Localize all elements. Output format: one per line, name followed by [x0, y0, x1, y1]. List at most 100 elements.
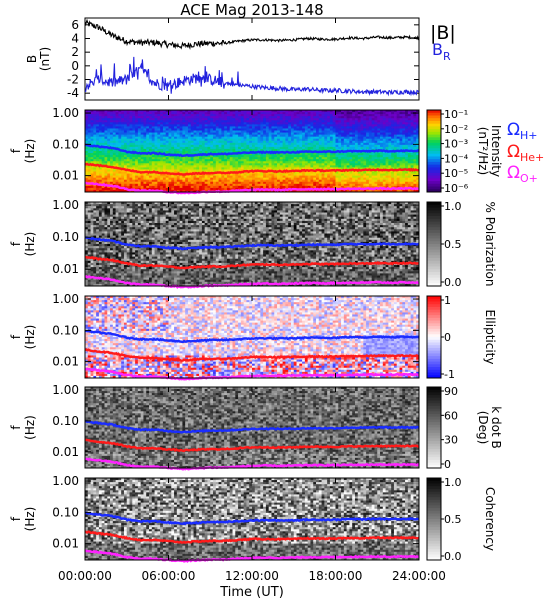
spectrogram-cell: [240, 181, 245, 185]
spectrogram-cell: [299, 134, 303, 138]
spectrogram-cell: [274, 114, 278, 117]
spectrogram-cell: [157, 112, 161, 115]
f-y-tick-label: 0.01: [52, 169, 79, 183]
spectrogram-cell: [221, 173, 225, 176]
spectrogram-cell: [310, 181, 314, 185]
spectrogram-cell: [185, 140, 189, 144]
spectrogram-cell: [146, 177, 150, 181]
spectrogram-cell: [240, 157, 245, 160]
spectrogram-cell: [179, 142, 183, 146]
spectrogram-cell: [341, 183, 345, 187]
spectrogram-cell: [118, 122, 122, 125]
spectrogram-cell: [240, 148, 245, 152]
spectrogram-cell: [98, 140, 103, 144]
spectrogram-cell: [157, 126, 161, 129]
spectrogram-cell: [201, 140, 206, 144]
spectrogram-cell: [279, 140, 284, 144]
spectrogram-cell: [165, 118, 169, 121]
spectrogram-cell: [162, 110, 167, 113]
spectrogram-cell: [215, 132, 219, 135]
spectrogram-cell: [187, 140, 192, 144]
spectrogram-cell: [171, 159, 175, 162]
spectrogram-cell: [221, 165, 225, 168]
spectrogram-cell: [224, 126, 228, 129]
spectrogram-cell: [110, 148, 114, 152]
spectrogram-cell: [338, 177, 342, 181]
spectrogram-cell: [110, 114, 114, 117]
spectrogram-cell: [196, 112, 200, 115]
spectrogram-cell: [316, 165, 320, 168]
spectrogram-cell: [93, 142, 97, 146]
panel-polarization: 1.000.100.01f(Hz)1.00.50.0% Polarization: [9, 198, 497, 289]
spectrogram-cell: [96, 159, 100, 162]
spectrogram-cell: [316, 159, 320, 162]
spectrogram-cell: [213, 179, 217, 183]
spectrogram-cell: [282, 132, 286, 135]
spectrogram-cell: [143, 138, 147, 142]
spectrogram-cell: [279, 114, 284, 117]
spectrogram-cell: [343, 179, 348, 183]
spectrogram-cell: [307, 118, 311, 121]
spectrogram-cell: [224, 128, 228, 131]
spectrogram-cell: [179, 157, 183, 160]
spectrogram-cell: [121, 118, 125, 121]
spectrogram-cell: [288, 144, 292, 148]
spectrogram-cell: [310, 112, 314, 115]
spectrogram-cell: [107, 114, 111, 117]
spectrogram-cell: [182, 183, 186, 187]
spectrogram-cell: [274, 146, 278, 150]
spectrogram-cell: [96, 165, 100, 168]
spectrogram-cell: [98, 185, 103, 189]
spectrogram-cell: [112, 153, 117, 156]
spectrogram-cell: [90, 155, 94, 158]
spectrogram-cell: [129, 175, 133, 179]
spectrogram-cell: [316, 161, 320, 164]
spectrogram-cell: [338, 165, 342, 168]
spectrogram-cell: [165, 151, 169, 154]
panel-intensity: 1.000.100.01f(Hz)10⁻¹10⁻²10⁻³10⁻⁴10⁻⁵10⁻…: [9, 106, 503, 195]
spectrogram-cell: [263, 148, 267, 152]
spectrogram-cell: [324, 167, 328, 170]
spectrogram-cell: [252, 110, 256, 113]
spectrogram-cell: [285, 122, 289, 125]
spectrogram-cell: [204, 124, 208, 127]
spectrogram-cell: [96, 118, 100, 121]
spectrogram-cell: [204, 155, 208, 158]
spectrogram-cell: [302, 173, 306, 176]
spectrogram-cell: [343, 130, 348, 133]
spectrogram-cell: [240, 155, 245, 158]
spectrogram-cell: [162, 122, 167, 125]
spectrogram-cell: [221, 177, 225, 181]
spectrogram-cell: [318, 116, 322, 119]
spectrogram-cell: [341, 126, 345, 129]
spectrogram-cell: [110, 177, 114, 181]
spectrogram-cell: [246, 134, 250, 138]
spectrogram-cell: [90, 114, 94, 117]
spectrogram-cell: [137, 110, 142, 113]
spectrogram-cell: [332, 171, 336, 174]
spectrogram-cell: [213, 130, 217, 133]
spectrogram-cell: [329, 138, 334, 142]
spectrogram-cell: [196, 165, 200, 168]
spectrogram-cell: [260, 122, 264, 125]
spectrogram-cell: [307, 171, 311, 174]
spectrogram-cell: [85, 167, 89, 170]
spectrogram-cell: [271, 116, 275, 119]
spectrogram-cell: [115, 153, 119, 156]
spectrogram-cell: [282, 138, 286, 142]
spectrogram-cell: [112, 189, 117, 193]
spectrogram-cell: [146, 161, 150, 164]
spectrogram-cell: [279, 163, 284, 166]
spectrogram-cell: [246, 132, 250, 135]
spectrogram-cell: [263, 167, 267, 170]
spectrogram-cell: [149, 138, 153, 142]
spectrogram-cell: [190, 130, 194, 133]
spectrogram-cell: [90, 124, 94, 127]
spectrogram-cell: [165, 134, 169, 138]
spectrogram-cell: [277, 171, 281, 174]
series-total-field: [84, 18, 420, 51]
spectrogram-cell: [327, 122, 331, 125]
spectrogram-cell: [321, 110, 325, 113]
spectrogram-cell: [274, 124, 278, 127]
spectrogram-cell: [318, 183, 322, 187]
